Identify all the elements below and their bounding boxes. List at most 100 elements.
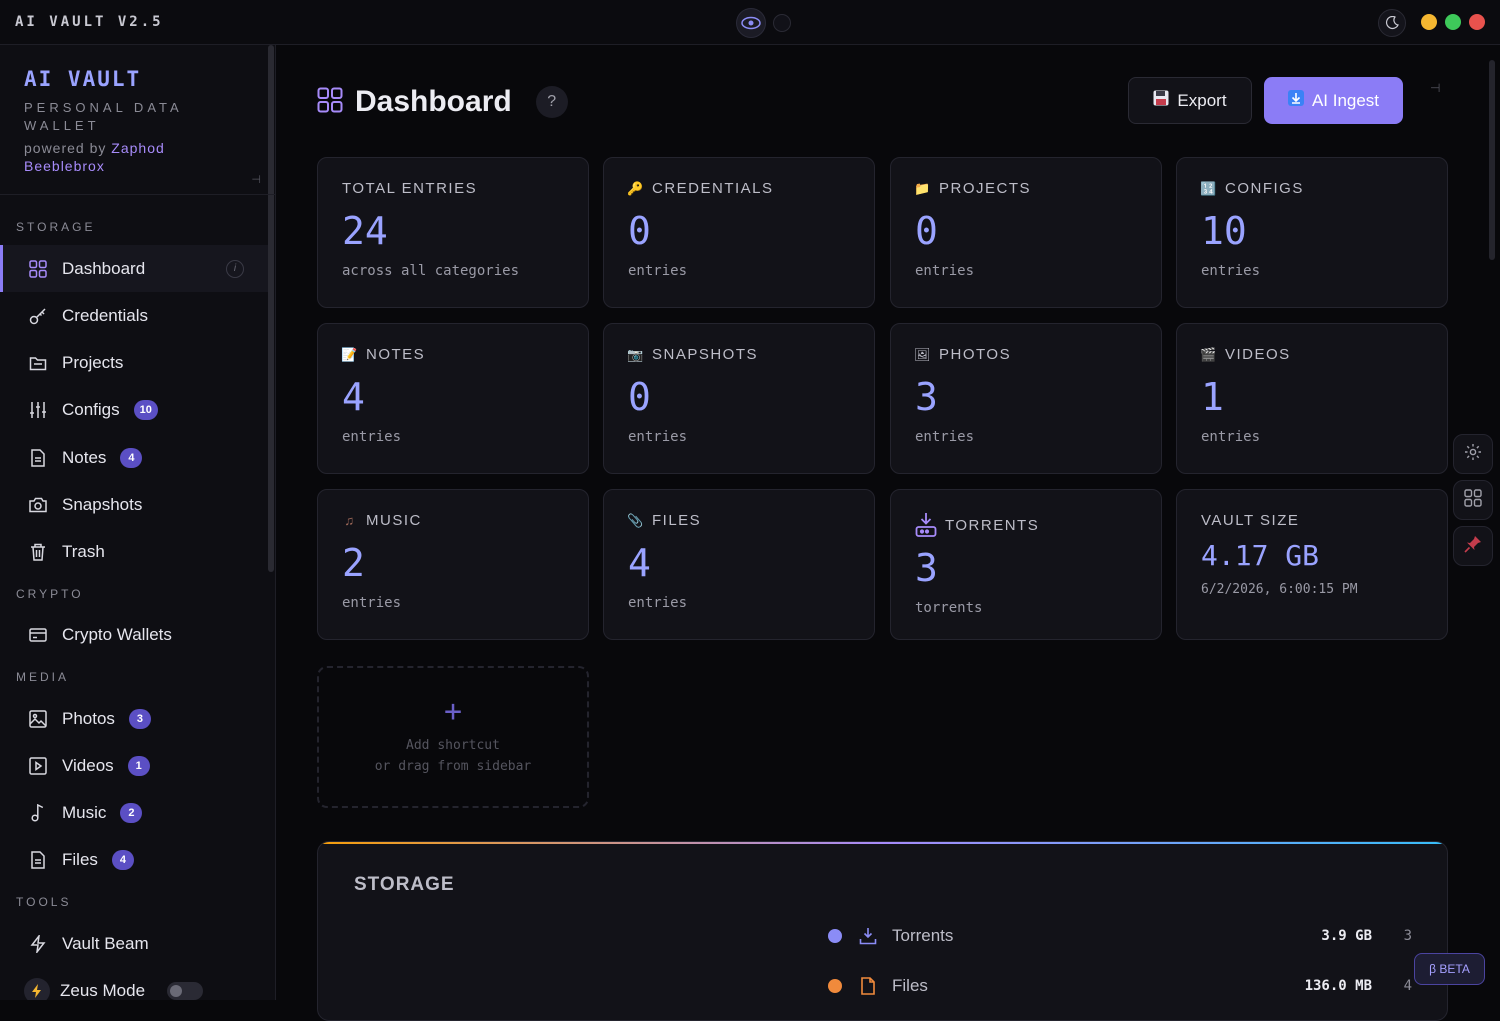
card-sub: entries <box>1201 429 1261 445</box>
sidebar-item-vault-beam[interactable]: Vault Beam <box>0 920 268 967</box>
sidebar-item-crypto-wallets[interactable]: Crypto Wallets <box>0 611 268 658</box>
sidebar-item-label: Photos <box>62 708 115 728</box>
sidebar-item-music[interactable]: Music 2 <box>0 789 268 836</box>
lightning-icon <box>28 934 48 954</box>
sidebar-item-notes[interactable]: Notes 4 <box>0 434 268 481</box>
gradient-bar <box>318 842 1447 844</box>
stat-card-projects[interactable]: 📁 PROJECTS 0 entries <box>890 157 1162 308</box>
add-shortcut-card[interactable]: + Add shortcut or drag from sidebar <box>317 666 589 808</box>
stat-card-credentials[interactable]: 🔑 CREDENTIALS 0 entries <box>603 157 875 308</box>
sidebar-scrollbar[interactable] <box>268 45 274 572</box>
clapper-icon: 🎬 <box>1200 346 1218 362</box>
download-tray-icon <box>858 926 878 946</box>
key-icon: 🔑 <box>627 180 645 196</box>
section-tools: TOOLS <box>16 895 72 909</box>
play-icon <box>28 756 48 776</box>
card-value: 3 <box>915 546 938 590</box>
status-dot[interactable] <box>773 14 791 32</box>
stat-card-torrents[interactable]: TORRENTS 3 torrents <box>890 489 1162 640</box>
card-sub: entries <box>1201 263 1261 279</box>
export-label: Export <box>1177 90 1227 110</box>
card-sub: entries <box>628 263 688 279</box>
card-label: CREDENTIALS <box>652 180 774 197</box>
sidebar-item-trash[interactable]: Trash <box>0 528 268 575</box>
numbers-icon: 🔢 <box>1200 180 1218 196</box>
layout-button[interactable] <box>1453 480 1493 520</box>
card-sub: entries <box>342 595 402 611</box>
stat-card-total[interactable]: TOTAL ENTRIES 24 across all categories <box>317 157 589 308</box>
picture-icon: 🖼 <box>914 346 933 362</box>
pin-icon[interactable]: ⊣ <box>1430 81 1441 95</box>
brand-title: AI VAULT <box>24 67 142 91</box>
storage-row-torrents[interactable]: Torrents 3.9 GB 3 <box>828 924 1418 948</box>
storage-row-size: 136.0 MB <box>1304 978 1372 994</box>
sliders-icon <box>28 400 48 420</box>
card-value: 24 <box>342 209 388 253</box>
sidebar-item-projects[interactable]: Projects <box>0 339 268 386</box>
card-sub: entries <box>628 595 688 611</box>
storage-panel: STORAGE Torrents 3.9 GB 3 Files 136.0 MB… <box>317 841 1448 1021</box>
wallet-icon <box>28 625 48 645</box>
help-button[interactable]: ? <box>535 86 568 118</box>
moon-icon[interactable] <box>1378 9 1406 37</box>
sidebar-item-snapshots[interactable]: Snapshots <box>0 481 268 528</box>
count-badge: 2 <box>120 802 143 823</box>
sidebar-item-videos[interactable]: Videos 1 <box>0 742 268 789</box>
section-crypto: CRYPTO <box>16 587 84 601</box>
zeus-mode-toggle[interactable] <box>167 981 204 1000</box>
image-icon <box>28 709 48 729</box>
sidebar-item-label: Videos <box>62 755 114 775</box>
storage-row-count: 3 <box>1403 928 1412 944</box>
ai-ingest-button[interactable]: AI Ingest <box>1264 77 1403 124</box>
grid-icon <box>317 87 343 118</box>
sidebar-item-configs[interactable]: Configs 10 <box>0 386 268 433</box>
storage-row-files[interactable]: Files 136.0 MB 4 <box>828 974 1418 998</box>
pin-icon[interactable]: ⊣ <box>251 174 261 186</box>
card-timestamp: 6/2/2026, 6:00:15 PM <box>1201 582 1358 597</box>
page-title: Dashboard <box>355 85 512 118</box>
sidebar-item-label: Trash <box>62 541 105 561</box>
pin-button[interactable] <box>1453 526 1493 566</box>
sidebar-item-files[interactable]: Files 4 <box>0 836 268 883</box>
stat-card-photos[interactable]: 🖼 PHOTOS 3 entries <box>890 323 1162 474</box>
card-label: NOTES <box>366 346 426 363</box>
sidebar-item-label: Vault Beam <box>62 933 149 953</box>
card-label: VAULT SIZE <box>1201 512 1300 529</box>
minimize-button[interactable] <box>1421 14 1437 30</box>
page-header: Dashboard ? <box>317 85 568 119</box>
export-button[interactable]: Export <box>1128 77 1252 124</box>
stat-card-music[interactable]: ♫ MUSIC 2 entries <box>317 489 589 640</box>
card-value: 0 <box>628 375 651 419</box>
maximize-button[interactable] <box>1445 14 1461 30</box>
document-icon <box>28 448 48 468</box>
card-sub: entries <box>915 429 975 445</box>
sidebar-item-photos[interactable]: Photos 3 <box>0 695 268 742</box>
sidebar-item-credentials[interactable]: Credentials <box>0 292 268 339</box>
card-label: CONFIGS <box>1225 180 1304 197</box>
card-value: 1 <box>1201 375 1224 419</box>
author-link[interactable]: Zaphod Beeblebrox <box>24 140 165 174</box>
stat-card-snapshots[interactable]: 📷 SNAPSHOTS 0 entries <box>603 323 875 474</box>
card-value: 10 <box>1201 209 1247 253</box>
stat-card-configs[interactable]: 🔢 CONFIGS 10 entries <box>1176 157 1448 308</box>
sidebar-item-label: Music <box>62 802 107 822</box>
stat-card-notes[interactable]: 📝 NOTES 4 entries <box>317 323 589 474</box>
storage-row-count: 4 <box>1403 978 1412 994</box>
card-sub: entries <box>628 429 688 445</box>
card-value: 0 <box>915 209 938 253</box>
beta-badge[interactable]: β BETA <box>1414 953 1485 985</box>
count-badge: 10 <box>133 399 158 420</box>
storage-title: STORAGE <box>354 874 455 895</box>
stat-card-videos[interactable]: 🎬 VIDEOS 1 entries <box>1176 323 1448 474</box>
gear-icon <box>1464 443 1482 466</box>
sidebar-item-zeus-mode[interactable]: Zeus Mode <box>0 967 268 1000</box>
stat-card-vault-size[interactable]: VAULT SIZE 4.17 GB 6/2/2026, 6:00:15 PM <box>1176 489 1448 640</box>
close-button[interactable] <box>1469 14 1485 30</box>
file-icon <box>858 976 878 996</box>
settings-button[interactable] <box>1453 434 1493 474</box>
main-scrollbar[interactable] <box>1489 60 1495 260</box>
sidebar-item-dashboard[interactable]: Dashboard i <box>0 245 268 292</box>
eye-icon[interactable] <box>736 8 766 38</box>
info-icon[interactable]: i <box>226 259 244 278</box>
stat-card-files[interactable]: 📎 FILES 4 entries <box>603 489 875 640</box>
